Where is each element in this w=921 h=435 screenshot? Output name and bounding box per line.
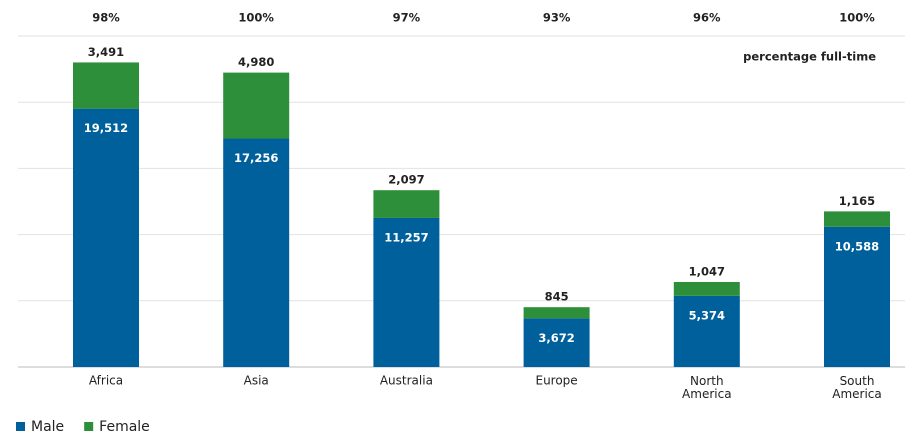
bar-segment	[673, 281, 740, 296]
data-label: 11,257	[384, 230, 428, 244]
bar-segment	[824, 211, 890, 227]
bar-segment	[523, 318, 590, 367]
x-tick-label: North America	[682, 374, 732, 401]
x-tick-label: Europe	[535, 374, 577, 388]
data-label: 4,980	[238, 55, 274, 69]
data-label: 19,512	[84, 121, 128, 135]
bar-segment	[673, 295, 740, 367]
data-label: 845	[545, 290, 569, 304]
bar-segment	[73, 108, 139, 367]
bar-segment	[824, 226, 890, 367]
legend-swatch	[84, 422, 94, 431]
data-label: 3,491	[88, 45, 124, 59]
data-label: 3,672	[538, 331, 574, 345]
x-tick-label: Africa	[89, 374, 123, 388]
percent-label: 100%	[839, 11, 875, 25]
annotation: percentage full-time	[743, 50, 876, 64]
legend-label: Female	[99, 419, 150, 435]
percent-label: 96%	[693, 11, 721, 25]
percent-label: 97%	[393, 11, 421, 25]
bar-segment	[373, 217, 440, 367]
data-label: 1,165	[839, 194, 875, 208]
bar-segment	[73, 62, 139, 109]
data-label: 17,256	[234, 151, 278, 165]
percent-label: 93%	[543, 11, 571, 25]
bar-segment	[523, 307, 590, 319]
percent-label: 98%	[92, 11, 120, 25]
percent-label: 100%	[238, 11, 274, 25]
x-tick-label: South America	[832, 374, 882, 401]
data-label: 5,374	[689, 308, 725, 322]
data-label: 2,097	[388, 173, 424, 187]
bar-segment	[223, 138, 290, 367]
data-label: 10,588	[835, 239, 879, 253]
x-tick-label: Australia	[380, 374, 433, 388]
x-tick-label: Asia	[244, 374, 269, 388]
data-label: 1,047	[689, 264, 725, 278]
bar-segment	[223, 72, 290, 139]
legend-label: Male	[31, 419, 64, 435]
bar-segment	[373, 190, 440, 218]
legend-swatch	[16, 422, 25, 431]
